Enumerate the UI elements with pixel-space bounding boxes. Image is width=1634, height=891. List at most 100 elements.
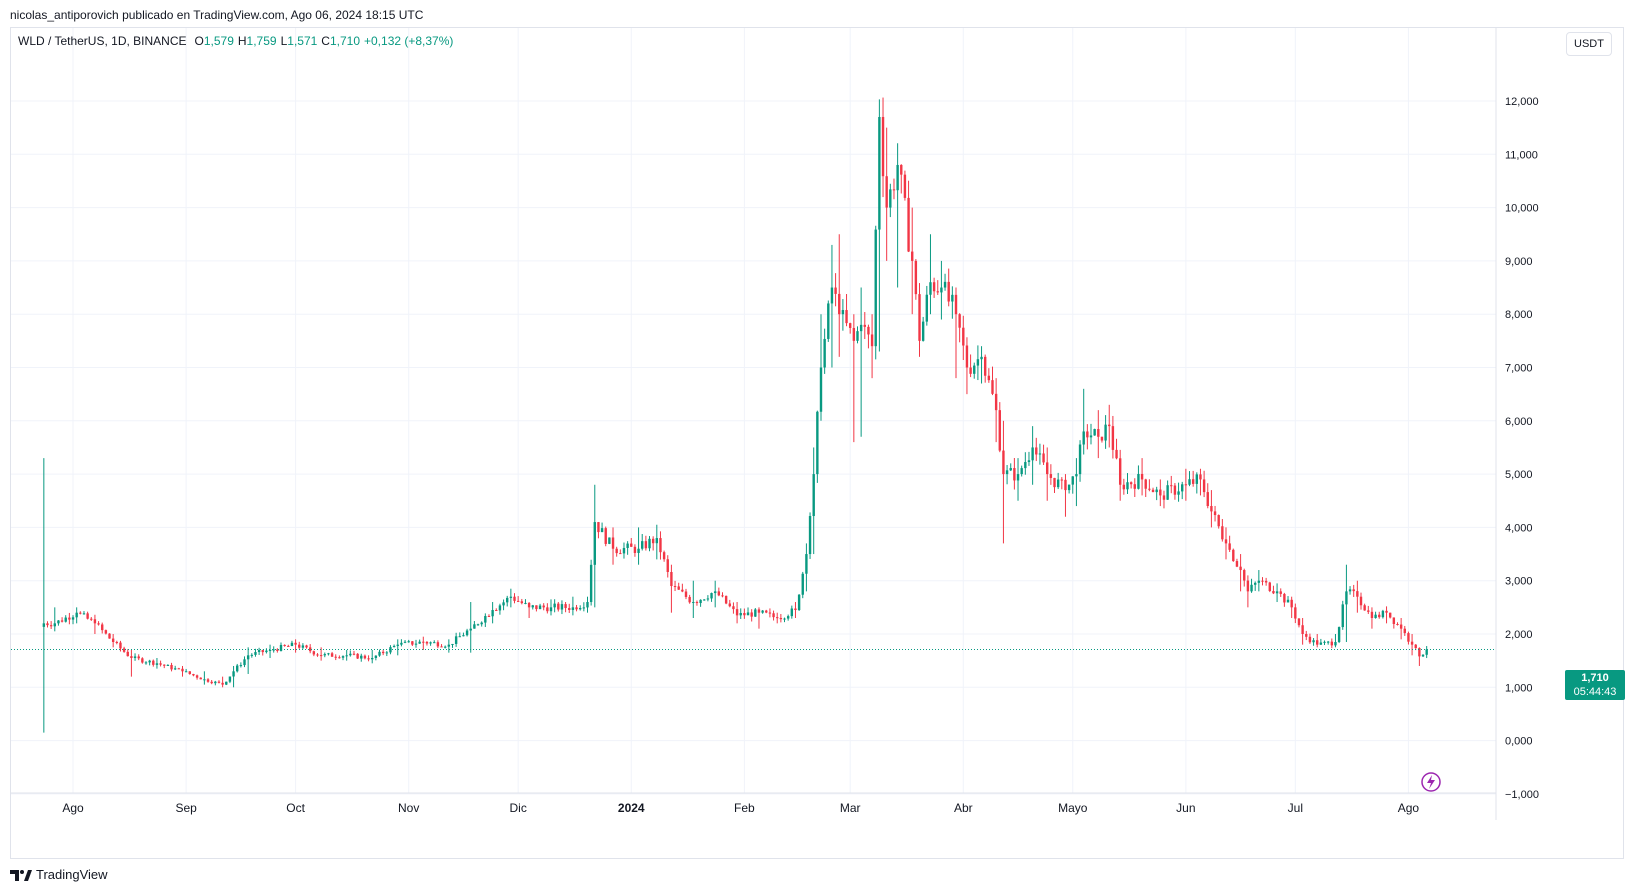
candle-body: [440, 646, 443, 648]
candle-body: [341, 656, 345, 658]
candle-body: [495, 610, 498, 612]
last-price-tag: 1,710 05:44:43: [1565, 670, 1625, 700]
candle-body: [42, 623, 46, 627]
x-tick-label: Nov: [398, 801, 419, 815]
candle-body: [130, 656, 133, 658]
candle-body: [254, 652, 257, 655]
candle-body: [451, 643, 454, 645]
candle-body: [651, 538, 655, 544]
candle-body: [509, 596, 513, 598]
candle-body: [1407, 633, 1410, 642]
candle-body: [710, 593, 713, 599]
chart-panel[interactable]: [10, 27, 1624, 859]
candle-body: [1035, 447, 1038, 455]
candle-body: [276, 649, 279, 651]
candle-body: [454, 636, 458, 644]
candle-body: [611, 537, 615, 549]
candle-body: [1243, 570, 1246, 581]
candle-body: [257, 650, 261, 653]
candle-body: [298, 644, 301, 648]
candle-body: [400, 642, 403, 645]
candle-body: [1108, 424, 1111, 427]
candle-body: [633, 546, 637, 553]
candle-body: [137, 656, 140, 659]
candle-body: [1410, 641, 1414, 645]
candle-body: [1046, 462, 1049, 475]
lightning-icon[interactable]: [1421, 772, 1441, 792]
candle-body: [338, 657, 341, 659]
candle-body: [889, 189, 892, 208]
candle-body: [597, 522, 600, 533]
candle-body: [1013, 468, 1016, 481]
candle-body: [900, 164, 903, 175]
candle-body: [557, 603, 560, 610]
candle-body: [480, 622, 483, 625]
candle-body: [173, 668, 177, 670]
candle-body: [816, 411, 819, 475]
candle-body: [772, 613, 775, 618]
candle-body: [1253, 582, 1257, 585]
candle-body: [1093, 429, 1096, 436]
candle-body: [60, 620, 64, 622]
candle-body: [1356, 591, 1359, 597]
candle-body: [735, 609, 739, 616]
candle-body: [801, 573, 804, 595]
legend-symbol[interactable]: WLD / TetherUS, 1D, BINANCE: [18, 34, 187, 48]
candle-body: [1166, 485, 1169, 500]
candle-body: [462, 635, 465, 637]
legend-low-label: L: [280, 34, 288, 48]
candle-body: [1067, 484, 1071, 491]
candle-body: [805, 554, 808, 574]
legend-close-value: 1,710: [329, 34, 360, 48]
candle-body: [903, 174, 907, 198]
candle-body: [1162, 495, 1166, 500]
candle-body: [422, 641, 425, 643]
y-tick-label: 10,000: [1505, 203, 1539, 215]
candle-body: [940, 287, 943, 293]
candle-body: [1115, 449, 1118, 459]
candle-body: [246, 655, 250, 660]
candle-body: [750, 612, 753, 617]
candle-body: [976, 359, 980, 366]
candle-body: [443, 646, 447, 648]
candle-body: [1155, 489, 1158, 493]
candle-body: [688, 596, 691, 603]
candle-body: [403, 641, 407, 643]
candle-body: [1301, 625, 1304, 634]
candle-body: [228, 676, 232, 682]
candle-body: [1250, 584, 1253, 592]
x-tick-label: Mar: [840, 801, 861, 815]
candle-body: [1086, 431, 1089, 438]
candle-body: [626, 543, 629, 548]
candle-body: [721, 595, 724, 597]
candle-body: [473, 624, 476, 629]
candle-body: [911, 251, 914, 261]
legend-open-value: 1,579: [203, 34, 234, 48]
candle-body: [586, 602, 589, 608]
candle-body: [564, 604, 567, 609]
candle-body: [662, 552, 666, 560]
candle-body: [568, 608, 571, 610]
currency-button[interactable]: USDT: [1566, 32, 1612, 56]
candle-body: [210, 681, 213, 684]
candle-body: [144, 662, 148, 664]
candle-body: [57, 620, 60, 624]
candle-body: [367, 658, 370, 660]
footer-brand[interactable]: TradingView: [10, 867, 108, 882]
candle-body: [469, 628, 472, 631]
candle-body: [356, 653, 359, 659]
candle-body: [279, 644, 283, 651]
candle-body: [465, 630, 469, 636]
candle-body: [874, 229, 877, 347]
candle-body: [1213, 511, 1217, 516]
legend-high-label: H: [237, 34, 247, 48]
candle-body: [951, 294, 954, 302]
candle-body: [1137, 473, 1140, 489]
candle-body: [870, 334, 874, 347]
candle-body: [177, 668, 181, 670]
candle-body: [575, 607, 578, 610]
candle-body: [921, 321, 925, 341]
candle-body: [881, 116, 885, 177]
candle-body: [1144, 479, 1147, 489]
